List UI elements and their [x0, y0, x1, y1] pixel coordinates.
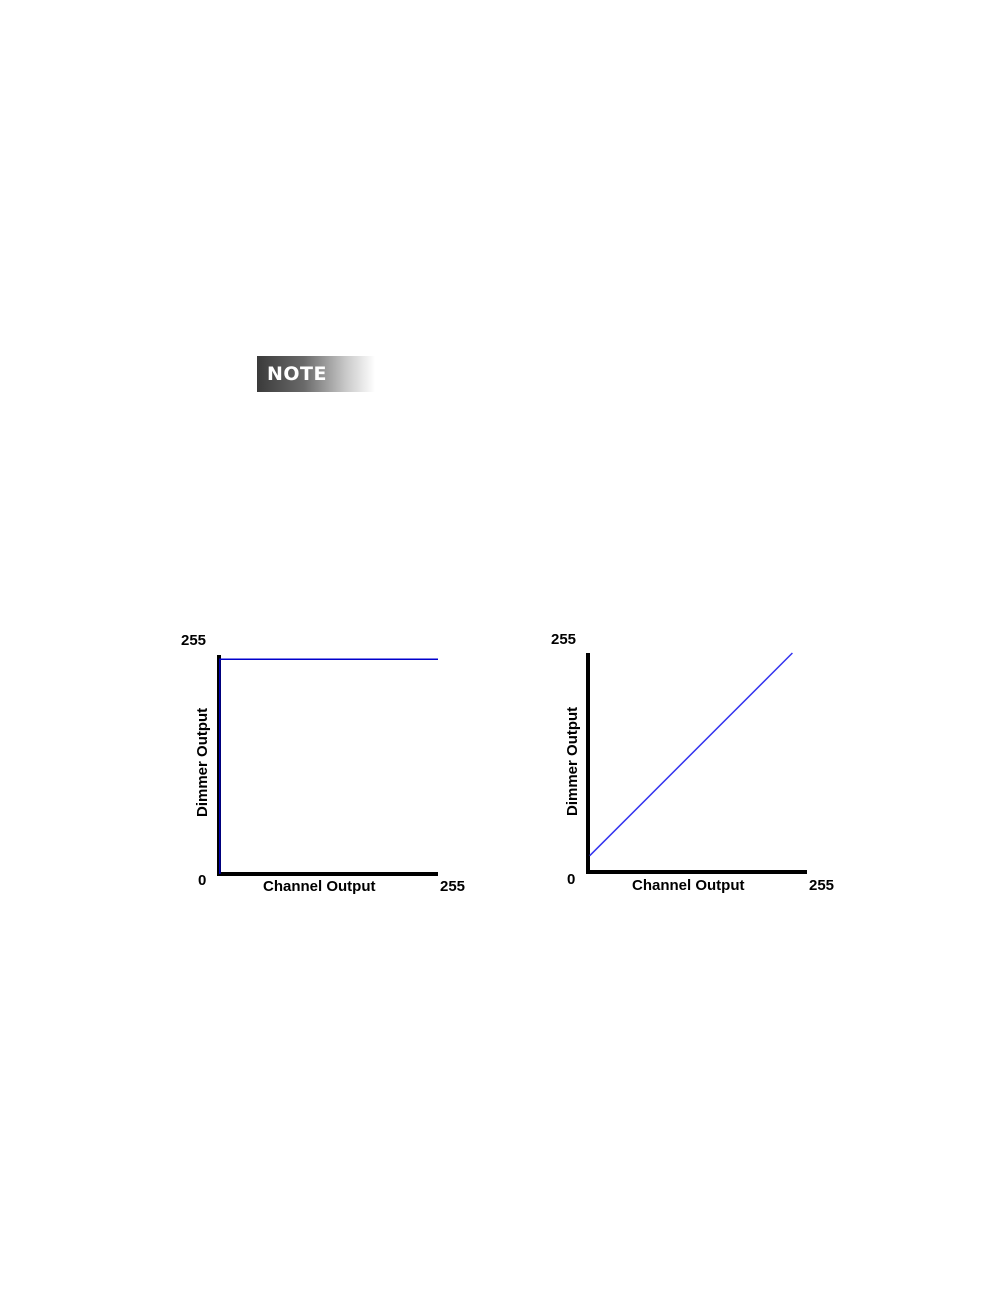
chart-step: 255 0 255 Channel Output Dimmer Output	[181, 632, 465, 895]
y-tick-zero: 0	[198, 872, 206, 889]
series-line	[219, 658, 438, 874]
x-axis-label: Channel Output	[632, 877, 745, 894]
y-tick-max: 255	[551, 631, 576, 648]
note-label: NOTE	[267, 363, 327, 385]
chart-linear: 255 0 255 Channel Output Dimmer Output	[551, 631, 834, 894]
series-line	[589, 652, 793, 857]
x-tick-max: 255	[440, 878, 465, 895]
x-axis-label: Channel Output	[263, 878, 376, 895]
note-badge: NOTE	[257, 356, 375, 392]
y-axis-label: Dimmer Output	[194, 708, 211, 817]
y-tick-max: 255	[181, 632, 206, 649]
x-tick-max: 255	[809, 877, 834, 894]
y-axis-label: Dimmer Output	[564, 707, 581, 816]
y-tick-zero: 0	[567, 871, 575, 888]
